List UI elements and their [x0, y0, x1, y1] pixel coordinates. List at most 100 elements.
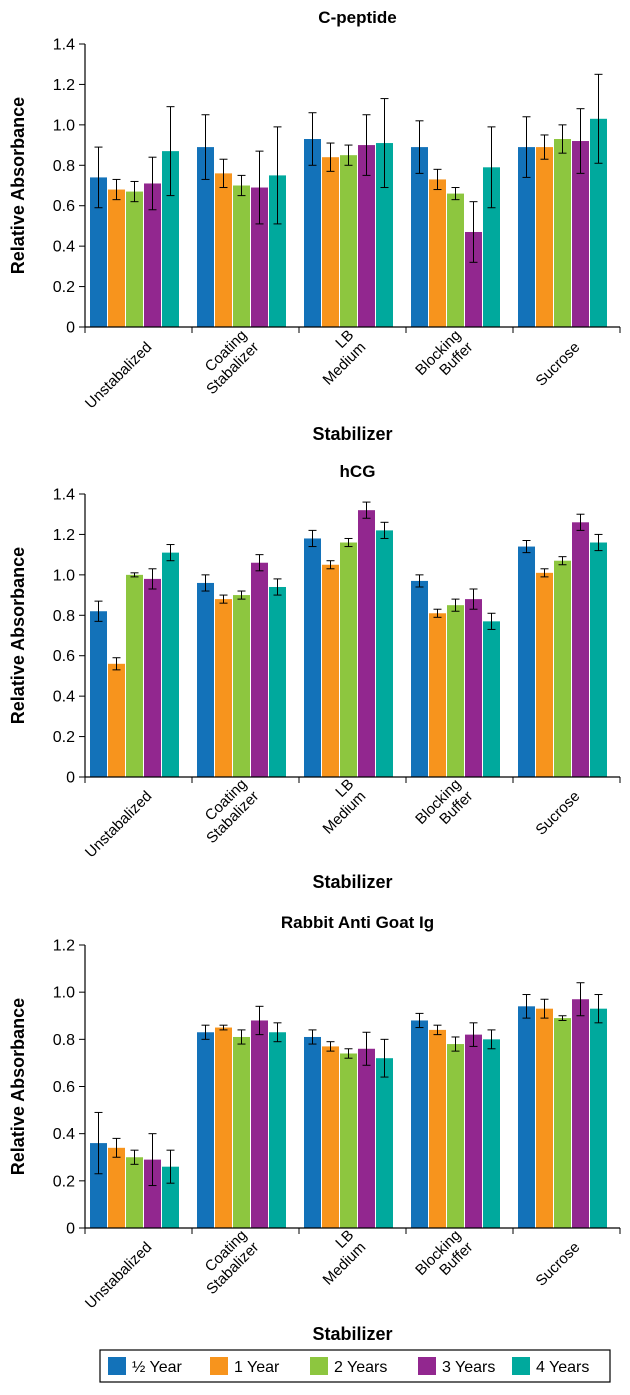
bar: [590, 1008, 607, 1228]
y-tick-label: 0.6: [53, 648, 75, 665]
y-tick-label: 1.4: [53, 487, 75, 504]
bar: [411, 580, 428, 777]
bar: [108, 189, 125, 327]
x-tick-label: Sucrose: [532, 788, 583, 839]
y-tick-label: 0.2: [53, 729, 75, 746]
y-tick-label: 0.6: [53, 198, 75, 215]
y-tick-label: 0: [66, 1221, 75, 1238]
legend-swatch: [210, 1357, 228, 1375]
x-axis-label: Stabilizer: [312, 872, 392, 892]
bar: [215, 173, 232, 327]
bar: [251, 562, 268, 777]
bar: [269, 1032, 286, 1228]
bar: [251, 1020, 268, 1228]
bar: [322, 1046, 339, 1228]
y-tick-label: 0.2: [53, 279, 75, 296]
x-tick-label: LBMedium: [308, 776, 370, 838]
bar: [197, 582, 214, 777]
bar: [447, 193, 464, 327]
legend-label: ½ Year: [132, 1359, 183, 1376]
bar: [322, 564, 339, 777]
bar: [215, 1027, 232, 1228]
y-tick-label: 0.6: [53, 1079, 75, 1096]
bar: [90, 1143, 107, 1228]
bar: [108, 1147, 125, 1228]
y-tick-label: 1.2: [53, 527, 75, 544]
x-tick-label: Sucrose: [532, 339, 583, 390]
legend-label: 1 Year: [234, 1359, 280, 1376]
bar: [162, 151, 179, 327]
bar: [572, 522, 589, 777]
bar: [233, 185, 250, 327]
bar: [340, 155, 357, 327]
bar: [376, 530, 393, 777]
bar: [572, 999, 589, 1228]
bar: [269, 586, 286, 777]
y-tick-label: 0.4: [53, 689, 75, 706]
y-tick-label: 1.2: [53, 938, 75, 955]
bar: [162, 552, 179, 777]
legend-swatch: [108, 1357, 126, 1375]
bar: [108, 663, 125, 777]
bar: [322, 157, 339, 327]
legend-swatch: [418, 1357, 436, 1375]
bar: [126, 191, 143, 327]
bar: [376, 143, 393, 327]
bar: [215, 599, 232, 777]
bar: [554, 139, 571, 327]
bar: [376, 1058, 393, 1228]
chart-title: Rabbit Anti Goat Ig: [281, 913, 434, 932]
x-tick-label: LBMedium: [308, 1227, 370, 1289]
bar: [233, 1036, 250, 1228]
bar: [197, 1032, 214, 1228]
bar: [358, 510, 375, 777]
chart-title: C-peptide: [318, 8, 396, 27]
bar: [483, 1039, 500, 1228]
y-tick-label: 1.0: [53, 567, 75, 584]
bar: [518, 546, 535, 777]
x-tick-label: BlockingBuffer: [412, 1227, 476, 1291]
bar: [572, 141, 589, 327]
bar: [429, 179, 446, 327]
bar: [590, 542, 607, 777]
y-tick-label: 1.4: [53, 37, 75, 54]
y-tick-label: 1.0: [53, 985, 75, 1002]
bar: [429, 1029, 446, 1228]
bar: [447, 605, 464, 777]
y-axis-label: Relative Absorbance: [8, 97, 28, 274]
bar: [554, 560, 571, 777]
bar: [358, 145, 375, 327]
bar: [536, 147, 553, 327]
legend: ½ Year 1 Year 2 Years 3 Years 4 Years: [99, 1349, 611, 1383]
legend-label: 4 Years: [536, 1359, 589, 1376]
chart-panel-2: hCG Relative Absorbance 0 0.2 0.4 0.6 0.8 1.0 1.…: [8, 462, 621, 892]
bar: [340, 542, 357, 777]
y-tick-label: 0.8: [53, 1032, 75, 1049]
x-tick-label: LBMedium: [308, 327, 370, 389]
bar: [411, 1020, 428, 1228]
x-tick-label: Unstabalized: [82, 1239, 155, 1312]
y-axis-label: Relative Absorbance: [8, 998, 28, 1175]
legend-label: 3 Years: [442, 1359, 495, 1376]
y-tick-label: 0.8: [53, 608, 75, 625]
bar: [518, 1006, 535, 1228]
bar: [144, 578, 161, 777]
bar: [304, 1036, 321, 1228]
bar: [144, 1159, 161, 1228]
bar: [518, 147, 535, 327]
bar: [269, 175, 286, 327]
bar: [340, 1053, 357, 1228]
bar: [483, 167, 500, 327]
bar: [251, 187, 268, 327]
bar: [465, 599, 482, 777]
x-tick-label: Sucrose: [532, 1239, 583, 1290]
x-axis-label: Stabilizer: [312, 1324, 392, 1344]
bar: [483, 621, 500, 777]
y-tick-label: 1.0: [53, 117, 75, 134]
bar: [554, 1018, 571, 1228]
bar: [447, 1044, 464, 1228]
legend-swatch: [512, 1357, 530, 1375]
bar: [126, 1157, 143, 1228]
